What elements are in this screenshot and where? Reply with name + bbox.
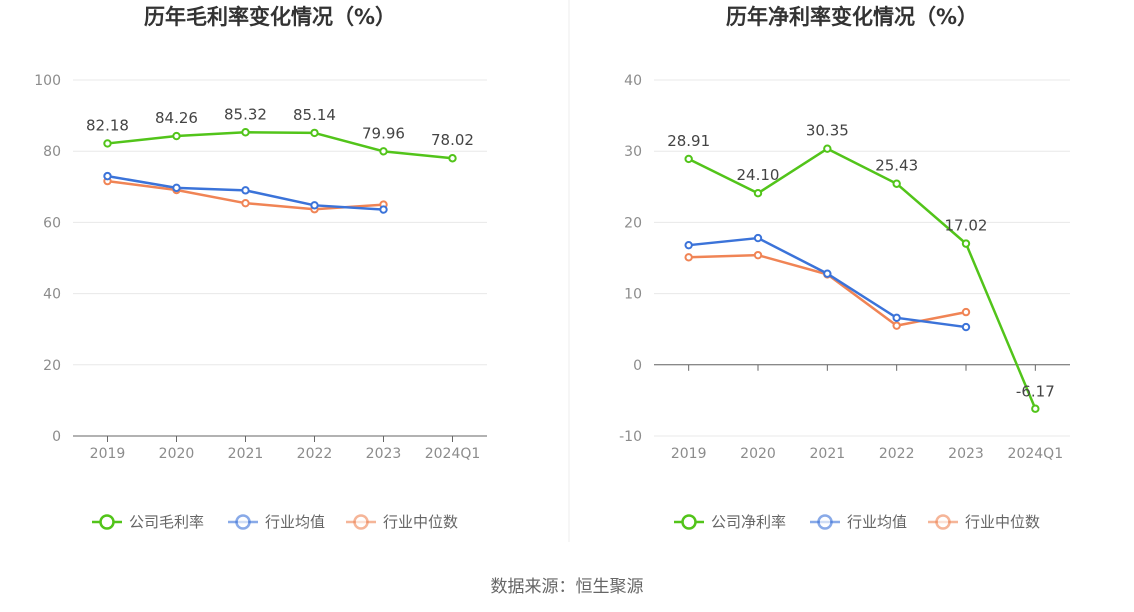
legend-swatch-marker	[935, 514, 951, 530]
x-tick-label: 2021	[810, 446, 846, 462]
data-label: 85.32	[224, 105, 267, 123]
data-point[interactable]	[961, 239, 971, 248]
data-label: 24.10	[737, 166, 780, 184]
legend-item[interactable]: 公司净利率	[674, 513, 786, 531]
x-tick-label: 2023	[948, 446, 984, 462]
data-point[interactable]	[172, 183, 181, 193]
data-point[interactable]	[892, 321, 901, 330]
data-point[interactable]	[684, 253, 693, 262]
y-tick-label: -10	[619, 429, 642, 445]
data-point[interactable]	[892, 179, 901, 188]
legend-swatch-marker	[353, 514, 369, 530]
data-point[interactable]	[753, 233, 763, 243]
y-tick-label: 80	[43, 144, 61, 160]
y-tick-label: 0	[52, 429, 61, 445]
legend-label: 行业均值	[847, 513, 907, 531]
data-point[interactable]	[241, 186, 250, 195]
data-point[interactable]	[379, 147, 388, 156]
legend-label: 行业中位数	[965, 513, 1040, 531]
x-tick-label: 2022	[297, 446, 333, 462]
data-point[interactable]	[823, 144, 832, 153]
x-tick-label: 2024Q1	[1008, 446, 1064, 462]
data-point[interactable]	[241, 128, 250, 137]
x-tick-label: 2020	[740, 446, 776, 462]
x-tick-label: 2022	[879, 446, 915, 462]
data-point[interactable]	[684, 240, 693, 250]
gross-margin-title: 历年毛利率变化情况（%）	[144, 5, 396, 29]
legend-swatch-marker	[235, 514, 251, 530]
legend-label: 公司净利率	[711, 513, 786, 531]
data-label: 25.43	[875, 157, 918, 175]
legend-item[interactable]: 公司毛利率	[92, 513, 204, 531]
data-point[interactable]	[103, 139, 112, 148]
data-label: 30.35	[806, 122, 849, 140]
legend-swatch-marker	[681, 514, 697, 530]
data-point[interactable]	[892, 313, 901, 323]
y-tick-label: 60	[43, 215, 61, 231]
y-tick-label: 30	[624, 144, 642, 160]
data-point[interactable]	[310, 201, 319, 210]
data-label: 79.96	[362, 124, 405, 142]
data-point[interactable]	[241, 198, 250, 208]
series-line	[688, 253, 967, 327]
data-point[interactable]	[448, 154, 457, 163]
y-tick-label: 0	[633, 358, 642, 374]
data-source-note: 数据来源：恒生聚源	[491, 577, 644, 597]
y-tick-label: 40	[624, 73, 642, 89]
data-label: 82.18	[86, 116, 129, 134]
data-point[interactable]	[103, 171, 112, 181]
data-label: -6.17	[1016, 383, 1055, 401]
data-label: 84.26	[155, 109, 198, 127]
legend-label: 行业中位数	[383, 513, 458, 531]
x-tick-label: 2019	[90, 446, 126, 462]
data-point[interactable]	[684, 154, 693, 164]
data-point[interactable]	[823, 269, 832, 278]
series-line	[688, 147, 1037, 410]
y-tick-label: 20	[624, 215, 642, 231]
legend-item[interactable]: 行业中位数	[928, 513, 1040, 531]
legend-item[interactable]: 行业均值	[810, 513, 907, 531]
net-margin-chart: 历年净利率变化情况（%） -10 0 10 20 30 40 2019 2020 2021 202…	[619, 5, 1070, 531]
data-point[interactable]	[753, 250, 763, 260]
legend-label: 公司毛利率	[129, 513, 204, 531]
data-label: 78.02	[431, 131, 474, 149]
legend-item[interactable]: 行业中位数	[346, 513, 458, 531]
x-tick-label: 2024Q1	[425, 446, 481, 462]
legend-label: 行业均值	[265, 513, 325, 531]
x-tick-label: 2023	[366, 446, 402, 462]
legend-swatch-marker	[99, 514, 115, 530]
data-label: 28.91	[667, 132, 710, 150]
x-tick-label: 2021	[228, 446, 264, 462]
data-point[interactable]	[172, 131, 181, 141]
data-point[interactable]	[1031, 404, 1040, 413]
legend-item[interactable]: 行业均值	[228, 513, 325, 531]
data-point[interactable]	[310, 128, 319, 138]
data-point[interactable]	[961, 322, 971, 332]
series-line	[688, 236, 967, 329]
data-point[interactable]	[961, 307, 971, 317]
y-tick-label: 20	[43, 358, 61, 374]
x-tick-label: 2020	[159, 446, 195, 462]
series-line	[107, 131, 453, 160]
data-label: 17.02	[945, 217, 988, 235]
data-point[interactable]	[379, 205, 388, 214]
data-label: 85.14	[293, 106, 336, 124]
y-tick-label: 40	[43, 287, 61, 303]
y-tick-label: 10	[624, 287, 642, 303]
net-margin-title: 历年净利率变化情况（%）	[726, 5, 978, 29]
legend-swatch-marker	[817, 514, 833, 530]
y-tick-label: 100	[34, 73, 61, 89]
gross-margin-chart: 历年毛利率变化情况（%） 0 20 40 60 80 100 2019 2020 2021 202…	[34, 5, 487, 531]
data-point[interactable]	[753, 189, 763, 198]
x-tick-label: 2019	[671, 446, 707, 462]
